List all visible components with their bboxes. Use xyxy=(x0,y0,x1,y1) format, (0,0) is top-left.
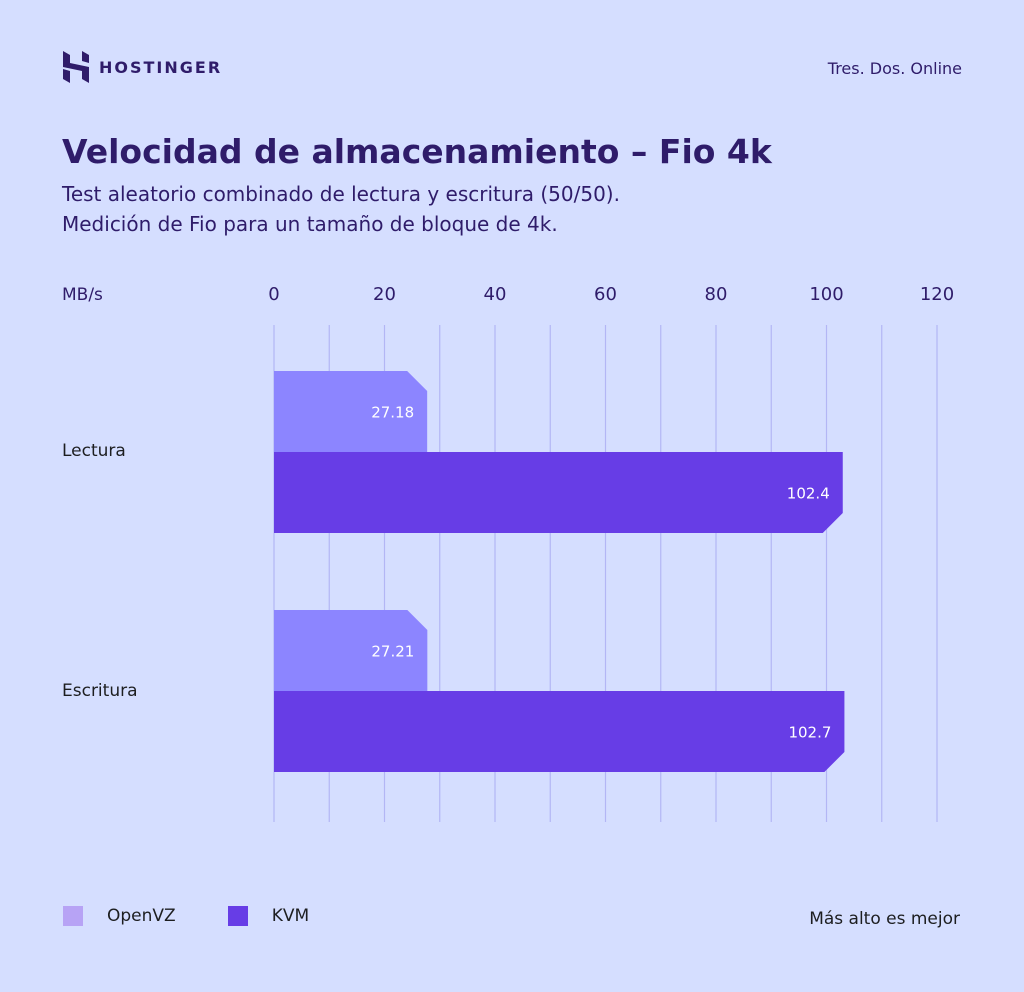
x-tick-label: 20 xyxy=(373,284,396,305)
legend: OpenVZ KVM xyxy=(63,906,309,926)
data-label: 27.21 xyxy=(371,643,414,661)
bar-openvz-lectura xyxy=(274,371,428,452)
x-tick-label: 100 xyxy=(809,284,844,305)
bar-kvm-lectura xyxy=(274,452,843,533)
x-tick-label: 40 xyxy=(483,284,507,305)
chart-title: Velocidad de almacenamiento – Fio 4k xyxy=(62,132,772,171)
legend-label-openvz: OpenVZ xyxy=(107,906,176,926)
legend-label-kvm: KVM xyxy=(271,906,310,926)
bar-openvz-escritura xyxy=(274,610,428,691)
category-label-escritura: Escritura xyxy=(62,681,138,701)
category-label-lectura: Lectura xyxy=(62,441,126,461)
x-axis-unit: MB/s xyxy=(62,285,103,305)
chart-subtitle-line-1: Test aleatorio combinado de lectura y es… xyxy=(62,182,620,206)
legend-swatch-kvm xyxy=(227,906,248,926)
brand-name: HOSTINGER xyxy=(99,57,223,77)
data-label: 102.7 xyxy=(788,724,831,742)
chart-note: Más alto es mejor xyxy=(809,909,960,929)
data-label: 102.4 xyxy=(787,485,830,503)
legend-swatch-openvz xyxy=(63,906,83,926)
x-tick-label: 60 xyxy=(594,284,617,305)
x-tick-label: 0 xyxy=(268,284,280,305)
data-label: 27.18 xyxy=(371,404,414,422)
chart-subtitle-line-2: Medición de Fio para un tamaño de bloque… xyxy=(62,212,558,236)
x-tick-label: 120 xyxy=(919,284,955,305)
x-tick-label: 80 xyxy=(704,284,728,305)
bar-kvm-escritura xyxy=(274,691,845,772)
logo: HOSTINGER xyxy=(63,51,222,83)
credit: Tres. Dos. Online xyxy=(827,59,962,78)
hostinger-logo-icon xyxy=(63,51,89,83)
